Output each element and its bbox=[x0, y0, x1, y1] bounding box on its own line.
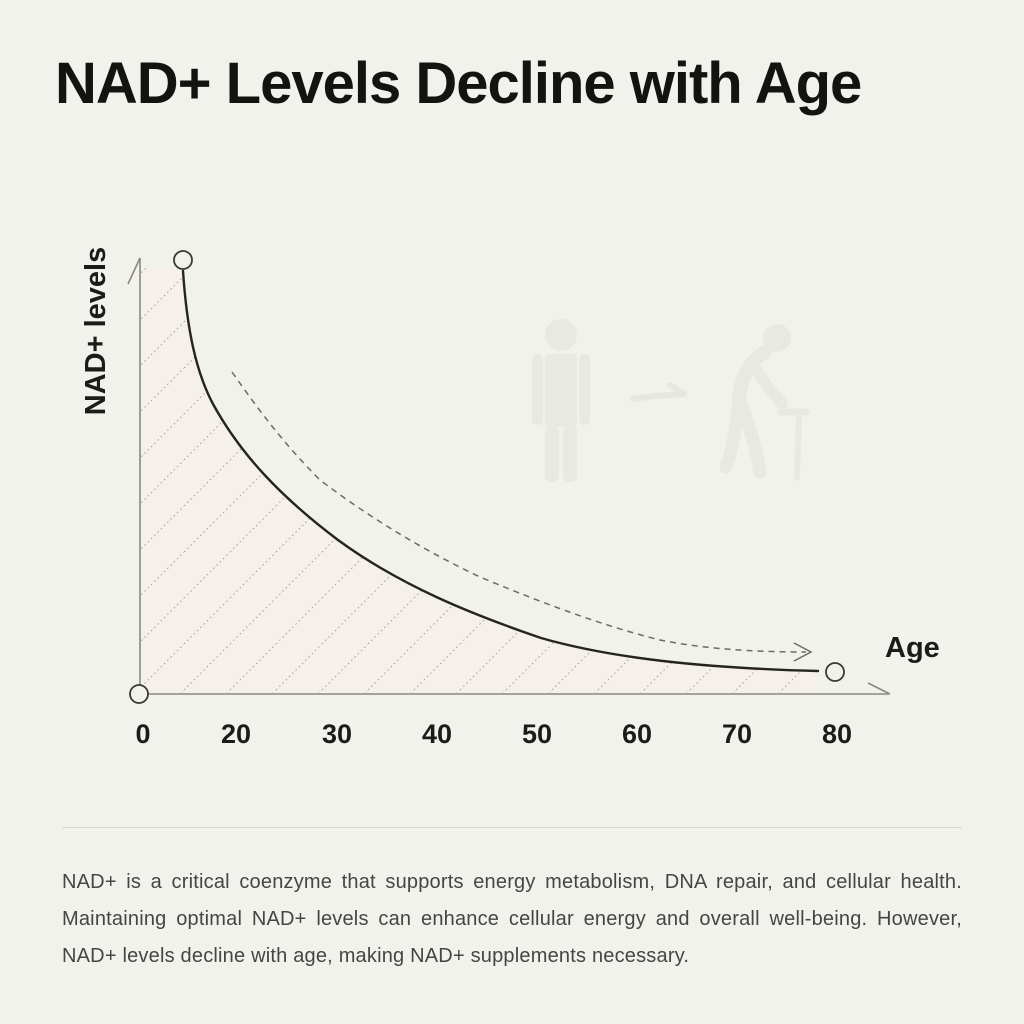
elderly-arm bbox=[749, 362, 788, 409]
description-paragraph: NAD+ is a critical coenzyme that support… bbox=[62, 864, 962, 975]
x-tick-label: 20 bbox=[221, 719, 251, 749]
elderly-head bbox=[763, 324, 791, 352]
y-axis-label: NAD+ levels bbox=[80, 247, 112, 415]
decline-trend-dashed-arrow bbox=[231, 371, 813, 662]
page-title: NAD+ Levels Decline with Age bbox=[55, 51, 862, 116]
x-tick-label: 0 bbox=[135, 719, 150, 749]
young-right-leg bbox=[563, 426, 577, 482]
young-left-arm bbox=[532, 354, 543, 425]
curve-start-marker bbox=[173, 250, 193, 270]
aging-arrow-icon bbox=[630, 382, 687, 402]
x-axis-label: Age bbox=[885, 632, 940, 664]
x-tick-label: 50 bbox=[522, 719, 552, 749]
description-line-1: NAD+ is a critical coenzyme that support… bbox=[62, 871, 962, 893]
nad-decline-curve bbox=[181, 269, 820, 673]
elderly-person-icon bbox=[719, 324, 810, 481]
x-tick-label: 40 bbox=[422, 719, 452, 749]
x-tick-label: 60 bbox=[622, 719, 652, 749]
young-left-leg bbox=[545, 426, 559, 482]
axes bbox=[127, 257, 891, 695]
x-axis-ticks: 0 20 30 40 50 60 70 80 bbox=[135, 719, 852, 749]
elderly-back-leg bbox=[734, 397, 767, 479]
young-right-arm bbox=[579, 354, 590, 425]
young-torso bbox=[545, 354, 577, 427]
x-axis-arrowhead bbox=[867, 682, 891, 695]
x-tick-label: 80 bbox=[822, 719, 852, 749]
trend-arrowhead bbox=[793, 642, 813, 662]
origin-marker bbox=[129, 684, 149, 704]
divider bbox=[62, 827, 962, 828]
curve-end-marker bbox=[825, 662, 845, 682]
trend-curve bbox=[231, 371, 807, 653]
x-tick-label: 70 bbox=[722, 719, 752, 749]
description-line-3: NAD+ levels decline with age, making NAD… bbox=[62, 945, 690, 967]
x-tick-label: 30 bbox=[322, 719, 352, 749]
y-axis-arrowhead bbox=[127, 257, 141, 285]
description-line-2: Maintaining optimal NAD+ levels can enha… bbox=[62, 908, 962, 930]
young-head bbox=[545, 319, 577, 351]
hatched-area bbox=[141, 266, 818, 693]
young-adult-icon bbox=[532, 319, 590, 482]
cane-shaft bbox=[794, 413, 802, 481]
curve-markers bbox=[129, 250, 845, 704]
